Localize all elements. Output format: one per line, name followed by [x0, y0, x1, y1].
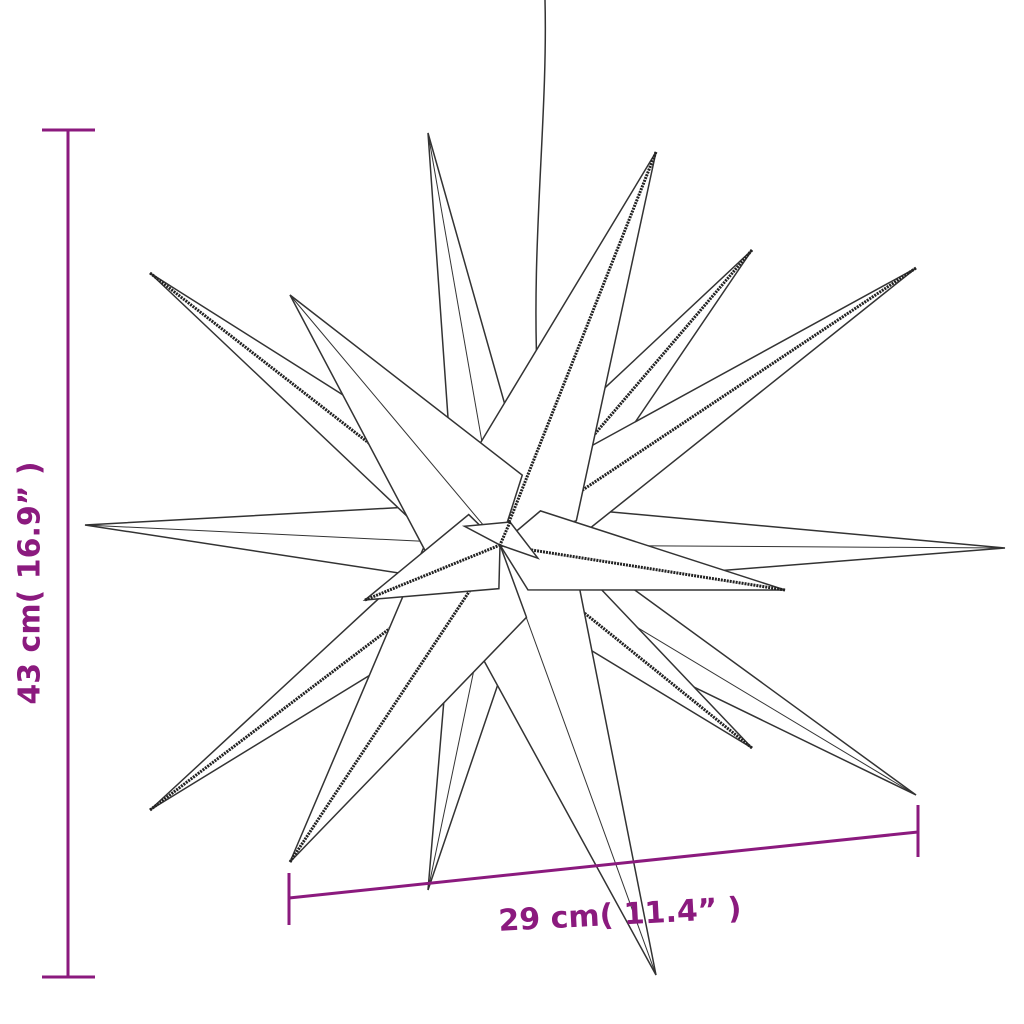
led-strip: [498, 249, 754, 546]
led-strip: [149, 543, 501, 812]
led-strip: [499, 543, 786, 592]
width-dimension-line: [288, 830, 919, 900]
led-strip: [498, 521, 512, 546]
led-strip: [288, 544, 502, 863]
hanging-cable: [535, 0, 547, 391]
led-strip: [499, 266, 917, 547]
height-label: 43 cm( 16.9” ): [12, 461, 48, 705]
led-strip: [498, 151, 658, 546]
led-strip: [364, 543, 501, 602]
led-strip: [289, 294, 501, 546]
